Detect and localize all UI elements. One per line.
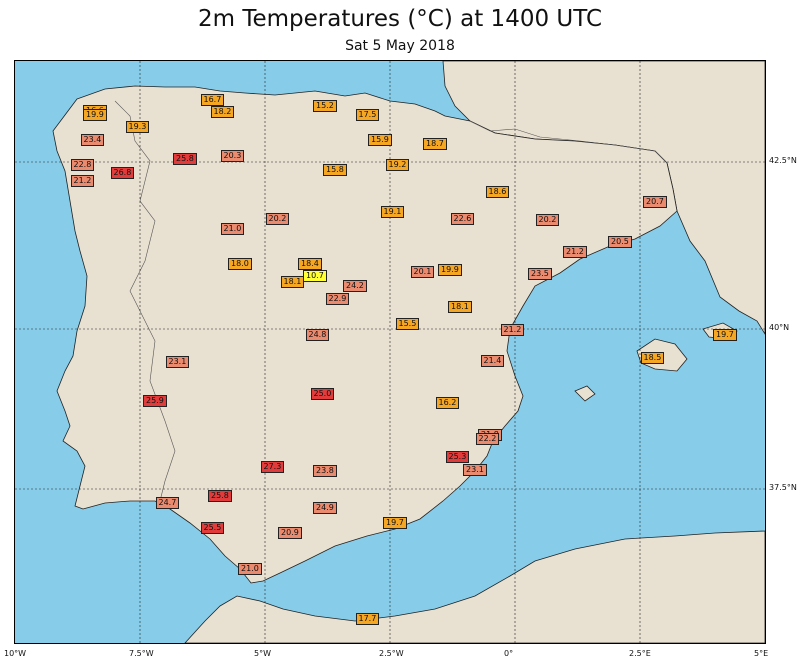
- station-temperature-label: 19.7: [383, 516, 407, 529]
- station-temperature-label: 27.3: [260, 460, 285, 473]
- lon-tick-label: 7.5°W: [129, 649, 154, 658]
- station-temperature-label: 21.0: [220, 222, 245, 235]
- station-temperature-label: 19.9: [438, 264, 462, 277]
- station-temperature-label: 20.2: [535, 214, 560, 227]
- station-temperature-label: 23.4: [80, 133, 105, 146]
- station-temperature-label: 23.1: [165, 356, 190, 369]
- station-temperature-label: 23.8: [313, 465, 337, 478]
- station-temperature-label: 16.7: [200, 94, 225, 107]
- lon-tick-label: 5°E: [754, 649, 769, 658]
- station-temperature-label: 18.6: [485, 186, 510, 199]
- station-temperature-label: 19.3: [125, 120, 150, 133]
- lon-tick-label: 2.5°E: [629, 649, 651, 658]
- station-temperature-label: 18.4: [298, 258, 322, 271]
- station-temperature-label: 20.3: [220, 150, 245, 163]
- station-temperature-label: 25.8: [208, 490, 232, 503]
- station-temperature-label: 20.9: [278, 527, 302, 540]
- station-temperature-label: 20.1: [410, 266, 435, 279]
- station-temperature-label: 15.5: [395, 318, 420, 331]
- station-temperature-label: 20.2: [265, 212, 290, 225]
- station-temperature-label: 17.5: [355, 108, 380, 121]
- station-temperature-label: 24.8: [305, 329, 330, 342]
- graticule: [15, 61, 765, 643]
- station-temperature-label: 19.1: [380, 206, 405, 219]
- station-temperature-label: 25.8: [173, 153, 197, 166]
- station-temperature-label: 22.2: [475, 433, 500, 446]
- station-temperature-label: 24.7: [155, 496, 180, 509]
- station-temperature-label: 19.2: [385, 159, 410, 172]
- station-temperature-label: 22.8: [70, 159, 95, 172]
- africa-land: [184, 530, 765, 643]
- lon-tick-label: 2.5°W: [379, 649, 404, 658]
- station-temperature-label: 21.2: [70, 174, 95, 187]
- station-temperature-label: 19.9: [83, 108, 107, 121]
- station-temperature-label: 18.7: [423, 138, 447, 151]
- map-canvas: [15, 61, 765, 643]
- lat-tick-label: 40°N: [769, 323, 790, 332]
- station-temperature-label: 15.8: [323, 164, 347, 177]
- station-temperature-label: 18.1: [448, 300, 472, 313]
- station-temperature-label: 16.2: [435, 396, 460, 409]
- lat-tick-label: 37.5°N: [769, 483, 797, 492]
- station-temperature-label: 21.0: [238, 562, 262, 575]
- station-temperature-label: 21.2: [563, 246, 587, 259]
- station-temperature-label: 15.9: [368, 134, 392, 147]
- station-temperature-label: 23.1: [463, 463, 487, 476]
- station-temperature-label: 18.0: [228, 258, 252, 271]
- lon-tick-label: 10°W: [4, 649, 27, 658]
- ibiza: [574, 385, 596, 402]
- station-temperature-label: 18.1: [280, 276, 305, 289]
- lon-tick-label: 0°: [504, 649, 514, 658]
- station-temperature-label: 25.0: [310, 388, 335, 401]
- station-temperature-label: 21.4: [480, 355, 505, 367]
- station-temperature-label: 19.7: [713, 329, 737, 342]
- lat-tick-label: 42.5°N: [769, 156, 797, 165]
- station-temperature-label: 25.5: [200, 521, 225, 534]
- station-temperature-label: 24.2: [343, 279, 367, 292]
- station-temperature-label: 22.9: [325, 292, 350, 305]
- station-temperature-label: 15.2: [313, 100, 337, 113]
- map-title: 2m Temperatures (°C) at 1400 UTC: [197, 6, 603, 32]
- station-temperature-label: 18.5: [640, 351, 665, 364]
- station-temperature-label: 10.7: [303, 269, 327, 282]
- station-temperature-label: 24.9: [313, 501, 337, 514]
- station-temperature-label: 26.8: [110, 167, 135, 180]
- station-temperature-label: 21.2: [500, 324, 525, 337]
- station-temperature-label: 17.7: [355, 613, 380, 626]
- border-portugal: [114, 100, 176, 502]
- lon-tick-label: 5°W: [254, 649, 271, 658]
- station-temperature-label: 22.6: [450, 212, 475, 225]
- station-temperature-label: 18.2: [210, 105, 235, 118]
- station-temperature-label: 25.3: [445, 451, 470, 463]
- station-temperature-label: 23.5: [528, 267, 552, 280]
- station-temperature-label: 20.5: [608, 236, 632, 249]
- border-france: [469, 120, 668, 164]
- map-frame[interactable]: 16.619.916.718.215.217.519.323.415.918.7…: [14, 60, 766, 644]
- station-temperature-label: 25.9: [143, 394, 167, 407]
- station-temperature-label: 20.7: [643, 196, 667, 209]
- map-subtitle: Sat 5 May 2018: [345, 38, 455, 54]
